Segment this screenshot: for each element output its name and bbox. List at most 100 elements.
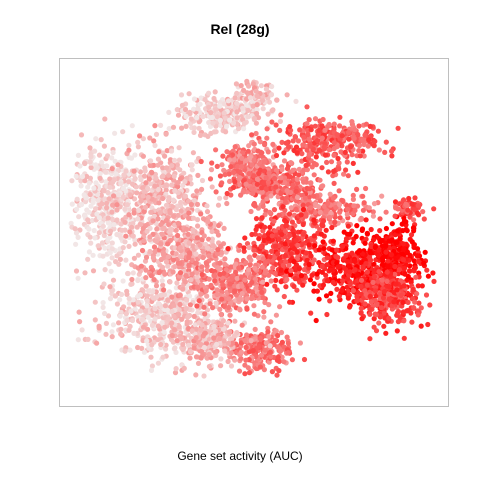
scatter-point bbox=[126, 296, 132, 302]
scatter-point bbox=[92, 148, 98, 154]
scatter-point bbox=[109, 329, 115, 335]
scatter-point bbox=[285, 350, 291, 356]
scatter-point bbox=[415, 312, 421, 318]
scatter-point bbox=[242, 337, 248, 344]
scatter-point bbox=[107, 284, 113, 290]
scatter-point bbox=[130, 181, 136, 187]
scatter-point bbox=[277, 118, 283, 124]
scatter-point bbox=[152, 123, 158, 129]
scatter-point bbox=[407, 268, 413, 274]
scatter-point bbox=[239, 283, 245, 289]
scatter-point bbox=[194, 270, 200, 276]
scatter-point bbox=[126, 243, 132, 249]
scatter-point bbox=[206, 276, 212, 282]
scatter-point bbox=[160, 173, 166, 179]
scatter-point bbox=[135, 299, 141, 305]
scatter-point bbox=[236, 368, 243, 374]
scatter-point bbox=[269, 248, 275, 254]
scatter-point bbox=[82, 160, 88, 167]
scatter-point bbox=[316, 247, 322, 253]
scatter-point bbox=[335, 155, 341, 162]
scatter-point bbox=[343, 167, 349, 173]
scatter-point bbox=[345, 223, 351, 229]
scatter-point bbox=[288, 242, 294, 248]
scatter-point bbox=[102, 245, 108, 251]
scatter-point bbox=[263, 340, 269, 346]
scatter-point bbox=[404, 228, 410, 234]
scatter-point bbox=[281, 293, 287, 300]
scatter-point bbox=[199, 348, 205, 355]
scatter-point bbox=[78, 132, 85, 138]
scatter-point bbox=[122, 239, 128, 245]
scatter-point bbox=[275, 354, 281, 360]
scatter-point bbox=[294, 176, 300, 182]
scatter-point bbox=[209, 114, 215, 121]
points-layer bbox=[68, 78, 437, 379]
scatter-point bbox=[211, 95, 217, 102]
scatter-point bbox=[324, 311, 330, 318]
scatter-point bbox=[193, 372, 199, 378]
scatter-point bbox=[281, 158, 288, 164]
scatter-point bbox=[382, 149, 388, 155]
scatter-point bbox=[186, 210, 192, 216]
scatter-point bbox=[232, 95, 238, 101]
scatter-point bbox=[198, 327, 204, 333]
scatter-point bbox=[197, 132, 204, 138]
scatter-point bbox=[169, 332, 175, 339]
scatter-point bbox=[194, 284, 200, 290]
scatter-point bbox=[392, 213, 398, 219]
scatter-point bbox=[383, 330, 389, 336]
scatter-point bbox=[248, 338, 254, 344]
scatter-point bbox=[204, 261, 210, 267]
scatter-point bbox=[145, 194, 151, 200]
scatter-point bbox=[247, 254, 253, 260]
scatter-point bbox=[298, 212, 304, 218]
scatter-point bbox=[307, 205, 314, 211]
scatter-point bbox=[201, 373, 207, 379]
scatter-point bbox=[159, 320, 165, 326]
scatter-point bbox=[165, 254, 171, 260]
scatter-point bbox=[400, 309, 407, 315]
scatter-point bbox=[170, 124, 177, 130]
scatter-point bbox=[88, 154, 94, 160]
scatter-point bbox=[252, 326, 258, 332]
scatter-point bbox=[335, 254, 341, 261]
scatter-point bbox=[319, 135, 325, 141]
scatter-point bbox=[126, 179, 132, 185]
scatter-point bbox=[376, 269, 382, 275]
scatter-point bbox=[245, 365, 251, 371]
scatter-point bbox=[288, 160, 294, 166]
scatter-point bbox=[215, 247, 221, 253]
scatter-point bbox=[148, 158, 154, 164]
scatter-point bbox=[195, 360, 202, 366]
scatter-point bbox=[233, 81, 239, 87]
scatter-point bbox=[367, 293, 373, 299]
scatter-point bbox=[84, 173, 90, 180]
scatter-point bbox=[419, 283, 425, 289]
scatter-point bbox=[411, 258, 417, 264]
scatter-point bbox=[243, 357, 249, 363]
scatter-point bbox=[189, 328, 195, 334]
scatter-point bbox=[236, 265, 242, 271]
scatter-point bbox=[241, 126, 247, 132]
scatter-point bbox=[356, 143, 362, 149]
scatter-point bbox=[198, 95, 204, 101]
scatter-point bbox=[182, 179, 188, 185]
scatter-point bbox=[114, 217, 120, 223]
scatter-point bbox=[237, 175, 243, 181]
scatter-point bbox=[177, 167, 183, 173]
scatter-point bbox=[169, 163, 175, 169]
scatter-point bbox=[367, 306, 373, 312]
scatter-point bbox=[73, 230, 80, 236]
scatter-point bbox=[294, 194, 301, 200]
scatter-point bbox=[243, 260, 249, 266]
scatter-point bbox=[165, 241, 171, 247]
scatter-point bbox=[202, 330, 208, 336]
scatter-point bbox=[414, 210, 421, 216]
scatter-point bbox=[122, 219, 128, 225]
scatter-point bbox=[408, 279, 414, 285]
scatter-point bbox=[331, 121, 337, 127]
scatter-point bbox=[414, 253, 420, 259]
scatter-point bbox=[322, 127, 328, 133]
scatter-point bbox=[117, 313, 123, 319]
